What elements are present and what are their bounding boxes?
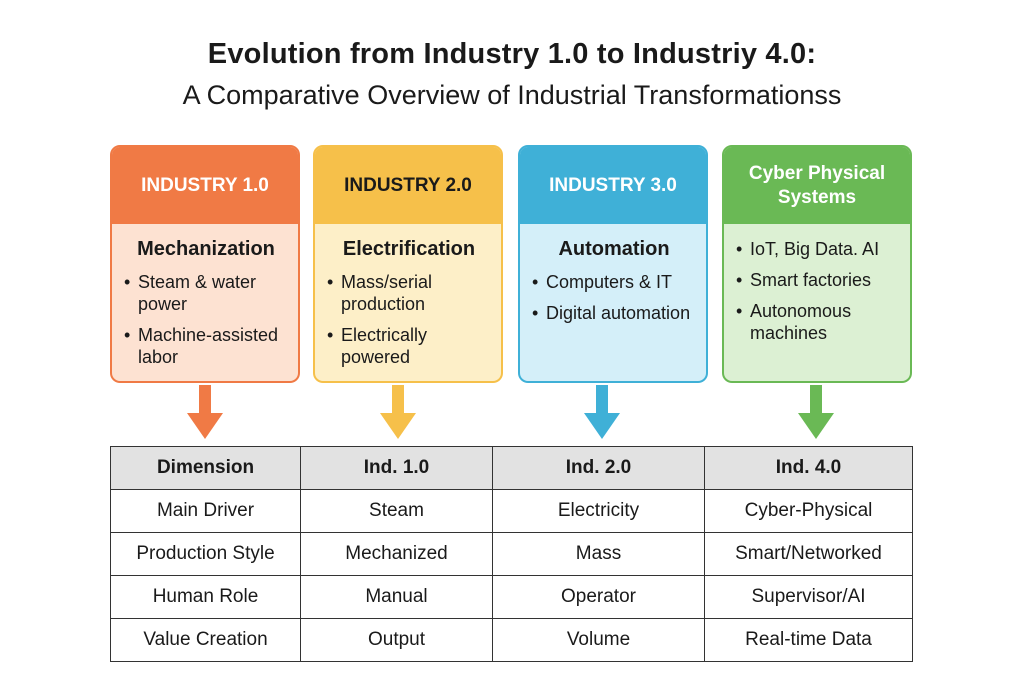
table-cell: Supervisor/AI (704, 575, 913, 619)
bullet-list: Mass/serial production Electrically powe… (327, 271, 491, 368)
bullet-item: IoT, Big Data. AI (736, 238, 900, 260)
bullet-item: Autonomous machines (736, 300, 900, 344)
column-header: Dimension (110, 446, 301, 490)
comparison-table: Dimension Ind. 1.0 Ind. 2.0 Ind. 4.0 Mai… (110, 446, 913, 662)
table-cell: Output (300, 618, 493, 662)
column-header: Ind. 4.0 (704, 446, 913, 490)
bullet-item: Steam & water power (124, 271, 288, 315)
table-cell: Mechanized (300, 532, 493, 576)
table-cell: Main Driver (110, 489, 301, 533)
column-header: Ind. 1.0 (300, 446, 493, 490)
arrow-down-icon (380, 385, 416, 439)
arrow-down-icon (187, 385, 223, 439)
table-header-row: Dimension Ind. 1.0 Ind. 2.0 Ind. 4.0 (110, 446, 913, 490)
card-subtitle: Mechanization (137, 238, 275, 260)
table-cell: Production Style (110, 532, 301, 576)
table-cell: Manual (300, 575, 493, 619)
card-subtitle: Electrification (342, 238, 476, 260)
table-cell: Human Role (110, 575, 301, 619)
bullet-list: Steam & water power Machine-assisted lab… (124, 271, 288, 368)
card-industry-3: INDUSTRY 3.0 Automation Computers & IT D… (518, 145, 708, 383)
bullet-list: IoT, Big Data. AI Smart factories Autono… (736, 238, 900, 344)
card-industry-1: INDUSTRY 1.0 Mechanization Steam & water… (110, 145, 300, 383)
card-header: INDUSTRY 2.0 (315, 147, 501, 224)
arrow-down-icon (584, 385, 620, 439)
card-cyber-physical: Cyber Physical Systems IoT, Big Data. AI… (722, 145, 912, 383)
table-row: Production Style Mechanized Mass Smart/N… (110, 532, 913, 576)
bullet-item: Machine-assisted labor (124, 324, 288, 368)
table-row: Value Creation Output Volume Real-time D… (110, 618, 913, 662)
bullet-item: Mass/serial production (327, 271, 491, 315)
bullet-item: Electrically powered (327, 324, 491, 368)
card-header: INDUSTRY 1.0 (112, 147, 298, 224)
bullet-item: Computers & IT (532, 271, 696, 293)
table-cell: Cyber-Physical (704, 489, 913, 533)
bullet-list: Computers & IT Digital automation (532, 271, 696, 324)
card-industry-2: INDUSTRY 2.0 Electrification Mass/serial… (313, 145, 503, 383)
table-cell: Steam (300, 489, 493, 533)
table-cell: Smart/Networked (704, 532, 913, 576)
card-header: INDUSTRY 3.0 (520, 147, 706, 224)
table-cell: Mass (492, 532, 705, 576)
table-cell: Real-time Data (704, 618, 913, 662)
card-subtitle: Automation (558, 238, 670, 260)
page-title: Evolution from Industry 1.0 to Industriy… (207, 38, 817, 70)
table-row: Human Role Manual Operator Supervisor/AI (110, 575, 913, 619)
table-cell: Operator (492, 575, 705, 619)
bullet-item: Digital automation (532, 302, 696, 324)
table-cell: Value Creation (110, 618, 301, 662)
bullet-item: Smart factories (736, 269, 900, 291)
table-cell: Electricity (492, 489, 705, 533)
card-header: Cyber Physical Systems (724, 147, 910, 224)
table-row: Main Driver Steam Electricity Cyber-Phys… (110, 489, 913, 533)
arrow-down-icon (798, 385, 834, 439)
table-cell: Volume (492, 618, 705, 662)
page-subtitle: A Comparative Overview of Industrial Tra… (182, 80, 842, 110)
column-header: Ind. 2.0 (492, 446, 705, 490)
